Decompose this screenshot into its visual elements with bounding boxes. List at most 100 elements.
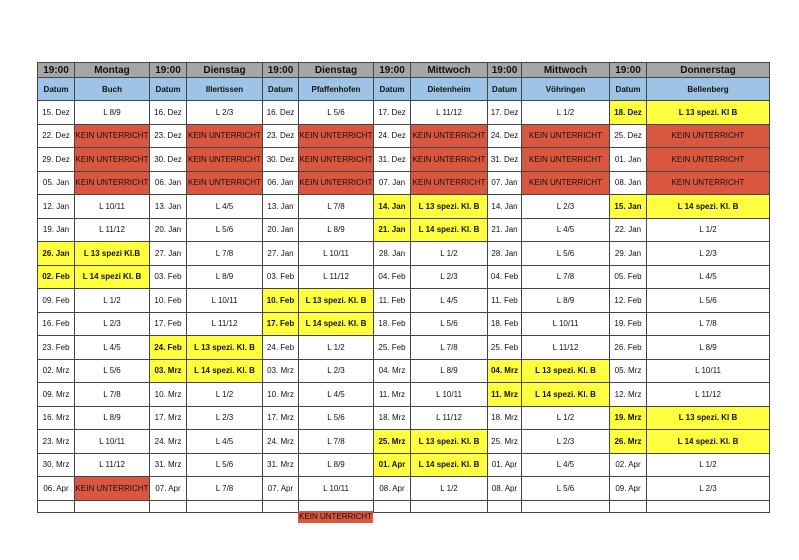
date-cell: 25. Mrz [487,429,522,454]
empty-cell [487,499,522,513]
empty-cell [149,499,187,513]
schedule-row: 19. Jan L 11/12 20. Jan L 5/6 20. Jan L 8/9 21… [37,217,770,242]
date-cell: 25. Dez [609,123,647,148]
empty-cell [521,499,610,513]
lesson-cell: L 5/6 [74,358,150,383]
header-cell: 19:00 [37,62,75,78]
schedule-row: 15. Dez L 8/9 16. Dez L 2/3 16. Dez L 5/6 17. … [37,100,770,125]
lesson-cell: L 11/12 [410,405,488,430]
lesson-cell: L 10/11 [521,311,610,336]
date-cell: 07. Apr [149,476,187,501]
date-cell: 10. Feb [262,288,299,313]
date-cell: 03. Mrz [262,358,299,383]
lesson-cell: L 7/8 [646,311,770,336]
date-cell: 31. Dez [373,147,411,172]
date-cell: 16. Dez [149,100,187,125]
lesson-cell: KEIN UNTERRICHT [186,123,263,148]
lesson-cell: L 5/6 [646,288,770,313]
date-cell: 04. Mrz [487,358,522,383]
schedule-row: 16. Mrz L 8/9 17. Mrz L 2/3 17. Mrz L 5/6 18. … [37,405,770,430]
subheader-cell: Buch [74,77,150,101]
date-cell: 19. Jan [37,217,75,242]
date-cell: 31. Dez [487,147,522,172]
lesson-cell: L 11/12 [298,264,374,289]
date-cell: 15. Jan [609,194,647,219]
lesson-cell: L 8/9 [521,288,610,313]
date-cell: 15. Dez [37,100,75,125]
date-cell: 16. Mrz [37,405,75,430]
empty-row [37,499,770,513]
lesson-cell: L 1/2 [410,476,488,501]
lesson-cell: L 5/6 [521,476,610,501]
date-cell: 17. Mrz [149,405,187,430]
date-cell: 27. Jan [262,241,299,266]
lesson-cell: L 7/8 [298,429,374,454]
lesson-cell: L 8/9 [74,100,150,125]
date-cell: 18. Feb [487,311,522,336]
lesson-cell: L 14 spezi. Kl. B [521,382,610,407]
date-cell: 24. Dez [373,123,411,148]
lesson-cell: KEIN UNTERRICHT [410,147,488,172]
date-cell: 06. Jan [149,170,187,195]
date-cell: 02. Apr [609,452,647,477]
footnote: KEIN UNTERRICHT [298,511,373,523]
date-cell: 14. Jan [487,194,522,219]
date-cell: 18. Feb [373,311,411,336]
lesson-cell: L 2/3 [74,311,150,336]
subheader-cell: Datum [373,77,411,101]
lesson-cell: KEIN UNTERRICHT [298,123,374,148]
lesson-cell: L 5/6 [410,311,488,336]
lesson-cell: KEIN UNTERRICHT [521,147,610,172]
lesson-cell: L 13 spezi. Kl B [646,100,770,125]
lesson-cell: KEIN UNTERRICHT [74,170,150,195]
date-cell: 04. Mrz [373,358,411,383]
lesson-cell: L 8/9 [298,217,374,242]
header-cell: Mittwoch [410,62,488,78]
date-cell: 03. Mrz [149,358,187,383]
schedule-row: 06. Apr KEIN UNTERRICHT 07. Apr L 7/8 07. Ap… [37,476,770,501]
date-cell: 06. Apr [37,476,75,501]
schedule-row: 05. Jan KEIN UNTERRICHT 06. Jan KEIN UNTERR… [37,170,770,195]
date-cell: 11. Mrz [487,382,522,407]
header-cell: Montag [74,62,150,78]
date-cell: 19. Mrz [609,405,647,430]
date-cell: 17. Feb [262,311,299,336]
lesson-cell: L 11/12 [186,311,263,336]
lesson-cell: L 11/12 [646,382,770,407]
date-cell: 13. Jan [262,194,299,219]
date-cell: 26. Feb [609,335,647,360]
lesson-cell: L 10/11 [298,241,374,266]
header-cell: Mittwoch [521,62,610,78]
lesson-cell: KEIN UNTERRICHT [410,123,488,148]
schedule-row: 09. Feb L 1/2 10. Feb L 10/11 10. Feb L 13 sp… [37,288,770,313]
schedule-row: 02. Feb L 14 spezi Kl. B 03. Feb L 8/9 03. F… [37,264,770,289]
schedule-row: 23. Feb L 4/5 24. Feb L 13 spezi. Kl. B 24. … [37,335,770,360]
lesson-cell: L 1/2 [646,217,770,242]
schedule-row: 22. Dez KEIN UNTERRICHT 23. Dez KEIN UNTERR… [37,123,770,148]
lesson-cell: L 14 spezi Kl. B [74,264,150,289]
date-cell: 16. Feb [37,311,75,336]
lesson-cell: L 14 spezi. Kl. B [410,452,488,477]
subheader-cell: Datum [37,77,75,101]
date-cell: 23. Mrz [37,429,75,454]
lesson-cell: L 4/5 [186,194,263,219]
date-cell: 03. Feb [149,264,187,289]
header-cell: Dienstag [298,62,374,78]
date-cell: 23. Feb [37,335,75,360]
lesson-cell: L 8/9 [410,358,488,383]
empty-cell [410,499,488,513]
header-cell: Dienstag [186,62,263,78]
date-cell: 03. Feb [262,264,299,289]
lesson-cell: L 7/8 [186,476,263,501]
lesson-cell: L 13 spezi. Kl. B [186,335,263,360]
date-cell: 02. Mrz [37,358,75,383]
subheader-cell: Bellenberg [646,77,770,101]
lesson-cell: KEIN UNTERRICHT [646,123,770,148]
lesson-cell: L 10/11 [646,358,770,383]
lesson-cell: L 14 spezi. Kl. B [298,311,374,336]
date-cell: 21. Jan [373,217,411,242]
date-cell: 12. Mrz [609,382,647,407]
date-cell: 17. Dez [373,100,411,125]
lesson-cell: KEIN UNTERRICHT [186,147,263,172]
date-cell: 23. Dez [262,123,299,148]
